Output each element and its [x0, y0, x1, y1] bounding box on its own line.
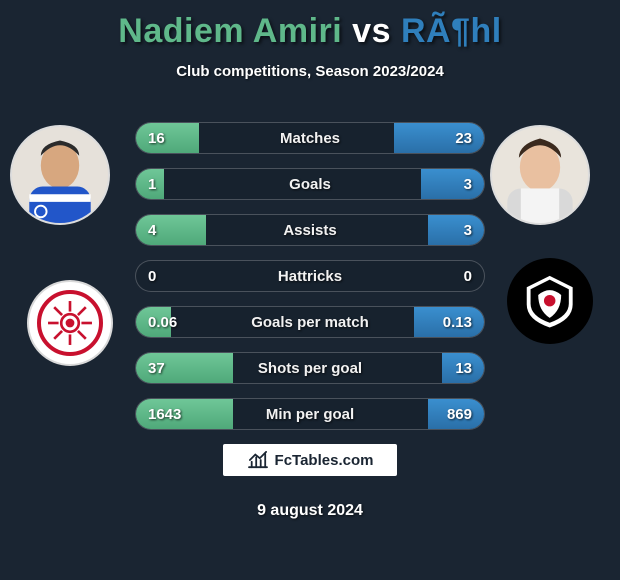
stat-label: Goals per match	[136, 307, 484, 337]
left-value: 16	[148, 123, 165, 153]
branding-badge: FcTables.com	[223, 444, 397, 476]
stat-row: Hattricks0 0	[135, 260, 485, 292]
player2-club-badge	[507, 258, 593, 344]
left-value: 0	[148, 261, 156, 291]
stat-row: Shots per goal37 13	[135, 352, 485, 384]
comparison-rows: Matches1623Goals13Assists43Hattricks00Go…	[135, 122, 485, 444]
stat-row: Min per goal1643 869	[135, 398, 485, 430]
right-value: 0	[464, 261, 472, 291]
player2-name: RÃ¶hl	[401, 12, 502, 50]
player2-avatar	[490, 125, 590, 225]
right-value: 23	[455, 123, 472, 153]
right-value: 3	[464, 169, 472, 199]
stat-label: Min per goal	[136, 399, 484, 429]
stat-label: Assists	[136, 215, 484, 245]
vs-label: vs	[352, 12, 391, 50]
comparison-title: Nadiem Amiri vs RÃ¶hl	[0, 0, 620, 51]
stat-row: Matches16 23	[135, 122, 485, 154]
left-value: 1	[148, 169, 156, 199]
stat-label: Hattricks	[136, 261, 484, 291]
stat-label: Matches	[136, 123, 484, 153]
player1-club-badge	[27, 280, 113, 366]
player1-avatar	[10, 125, 110, 225]
stat-row: Goals1 3	[135, 168, 485, 200]
left-value: 0.06	[148, 307, 177, 337]
stat-label: Shots per goal	[136, 353, 484, 383]
date-label: 9 august 2024	[0, 502, 620, 520]
left-value: 37	[148, 353, 165, 383]
chart-icon	[247, 451, 269, 469]
stat-label: Goals	[136, 169, 484, 199]
stat-row: Goals per match0.06 0.13	[135, 306, 485, 338]
right-value: 13	[455, 353, 472, 383]
subtitle: Club competitions, Season 2023/2024	[0, 63, 620, 80]
right-value: 869	[447, 399, 472, 429]
branding-text: FcTables.com	[275, 452, 374, 469]
right-value: 0.13	[443, 307, 472, 337]
right-value: 3	[464, 215, 472, 245]
left-value: 4	[148, 215, 156, 245]
left-value: 1643	[148, 399, 181, 429]
stat-row: Assists4 3	[135, 214, 485, 246]
player1-name: Nadiem Amiri	[118, 12, 342, 50]
